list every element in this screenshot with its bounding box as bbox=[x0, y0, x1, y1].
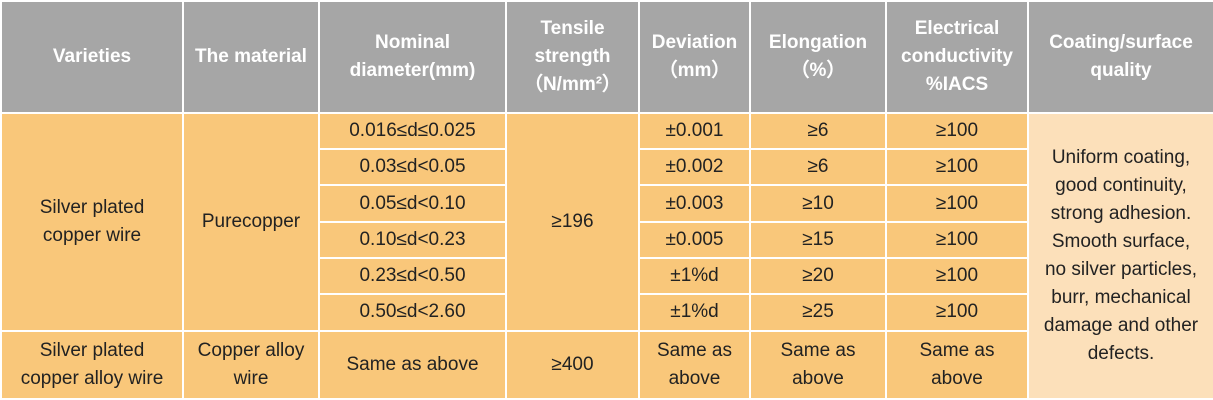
diameter-cell: 0.03≤d<0.05 bbox=[318, 148, 507, 187]
text-line: Same as bbox=[780, 339, 856, 361]
diameter-cell: 0.23≤d<0.50 bbox=[318, 256, 507, 296]
conductivity-cell: ≥100 bbox=[885, 256, 1029, 296]
elongation-cell: Same as above bbox=[749, 329, 887, 400]
data-row: Silver plated copper wire Purecopper 0.016≤… bbox=[0, 111, 1213, 400]
diameter-cell: 0.05≤d<0.10 bbox=[318, 184, 507, 223]
tensile-cell: ≥400 bbox=[505, 329, 640, 400]
conductivity-cell: Same as above bbox=[885, 329, 1029, 400]
data-row: 0.03≤d<0.05 ±0.002 ≥6 ≥100 bbox=[1, 148, 1213, 187]
text-line: （N/mm²） bbox=[523, 73, 622, 95]
text-line: Smooth surface, bbox=[1051, 230, 1191, 252]
data-row: 0.23≤d<0.50 ±1%d ≥20 ≥100 bbox=[1, 256, 1213, 296]
variety-cell: Silver plated copper alloy wire bbox=[0, 329, 184, 400]
text-line: Silver plated bbox=[39, 196, 145, 218]
header-cell: Elongation （%） bbox=[749, 0, 887, 114]
diameter-cell: 0.50≤d<2.60 bbox=[318, 293, 507, 332]
text-line: diameter(mm) bbox=[349, 59, 476, 81]
deviation-cell: ±1%d bbox=[638, 256, 751, 296]
text-line: Tensile bbox=[540, 17, 605, 39]
header-cell: The material bbox=[182, 0, 320, 114]
variety-cell: Silver plated copper wire bbox=[0, 111, 184, 332]
diameter-cell: Same as above bbox=[318, 329, 507, 400]
text-line: （%） bbox=[790, 59, 846, 81]
conductivity-cell: ≥100 bbox=[885, 184, 1029, 223]
text-line: above bbox=[792, 367, 844, 389]
text-line: strong adhesion. bbox=[1050, 202, 1192, 224]
deviation-cell: ±0.002 bbox=[638, 148, 751, 187]
elongation-cell: ≥25 bbox=[749, 293, 887, 332]
header-cell: Varieties bbox=[0, 0, 184, 114]
text-line: （mm） bbox=[658, 59, 731, 81]
text-line: quality bbox=[1090, 59, 1152, 81]
text-line: copper wire bbox=[42, 224, 142, 246]
conductivity-cell: ≥100 bbox=[885, 111, 1029, 151]
data-row: 0.50≤d<2.60 ±1%d ≥25 ≥100 bbox=[1, 293, 1213, 332]
text-line: wire bbox=[233, 367, 269, 389]
diameter-cell: 0.10≤d<0.23 bbox=[318, 220, 507, 260]
text-line: Deviation bbox=[651, 31, 738, 53]
text-line: copper alloy wire bbox=[20, 367, 164, 389]
text-line: The material bbox=[195, 45, 307, 67]
deviation-cell: Same as above bbox=[638, 329, 751, 400]
elongation-cell: ≥10 bbox=[749, 184, 887, 223]
elongation-cell: ≥6 bbox=[749, 111, 887, 151]
text-line: Silver plated bbox=[39, 339, 145, 361]
conductivity-cell: ≥100 bbox=[885, 220, 1029, 260]
text-line: no silver particles, bbox=[1044, 258, 1198, 280]
tensile-cell: ≥196 bbox=[505, 111, 640, 332]
text-line: defects. bbox=[1087, 342, 1155, 364]
text-line: above bbox=[668, 367, 721, 389]
diameter-cell: 0.016≤d≤0.025 bbox=[318, 111, 507, 151]
header-cell: Electrical conductivity %IACS bbox=[885, 0, 1029, 114]
text-line: Copper alloy bbox=[197, 339, 305, 361]
conductivity-cell: ≥100 bbox=[885, 293, 1029, 332]
text-line: damage and other bbox=[1043, 314, 1199, 336]
header-cell: Deviation （mm） bbox=[638, 0, 751, 114]
text-line: strength bbox=[534, 45, 611, 67]
text-line: Electrical bbox=[914, 17, 1000, 39]
text-line: conductivity bbox=[901, 45, 1013, 67]
deviation-cell: ±1%d bbox=[638, 293, 751, 332]
text-line: Nominal bbox=[375, 31, 450, 53]
elongation-cell: ≥15 bbox=[749, 220, 887, 260]
elongation-cell: ≥20 bbox=[749, 256, 887, 296]
text-line: Varieties bbox=[52, 45, 132, 67]
header-cell: Nominal diameter(mm) bbox=[318, 0, 507, 114]
deviation-cell: ±0.005 bbox=[638, 220, 751, 260]
text-line: burr, mechanical bbox=[1051, 286, 1191, 308]
header-cell: Tensile strength （N/mm²） bbox=[505, 0, 640, 114]
conductivity-cell: ≥100 bbox=[885, 148, 1029, 187]
data-row: 0.10≤d<0.23 ±0.005 ≥15 ≥100 bbox=[1, 220, 1213, 260]
text-line: %IACS bbox=[925, 73, 989, 95]
text-line: Coating/surface bbox=[1049, 31, 1193, 53]
data-row: Silver plated copper alloy wire Copper all… bbox=[0, 329, 1213, 400]
text-line: above bbox=[931, 367, 983, 389]
data-row: 0.05≤d<0.10 ±0.003 ≥10 ≥100 bbox=[1, 184, 1213, 223]
deviation-cell: ±0.003 bbox=[638, 184, 751, 223]
text-line: Elongation bbox=[768, 31, 868, 53]
deviation-cell: ±0.001 bbox=[638, 111, 751, 151]
elongation-cell: ≥6 bbox=[749, 148, 887, 187]
text-line: Uniform coating, bbox=[1051, 146, 1191, 168]
text-line: Same as bbox=[919, 339, 995, 361]
material-cell: Copper alloy wire bbox=[182, 329, 320, 400]
header-row: Varieties The material Nominal diameter(mm)… bbox=[0, 0, 1213, 114]
coating-cell: Uniform coating, good continuity, strong a… bbox=[1027, 111, 1213, 400]
header-cell: Coating/surface quality bbox=[1027, 0, 1213, 114]
material-cell: Purecopper bbox=[182, 111, 320, 332]
text-line: good continuity, bbox=[1055, 174, 1187, 196]
text-line: Same as bbox=[657, 339, 732, 361]
